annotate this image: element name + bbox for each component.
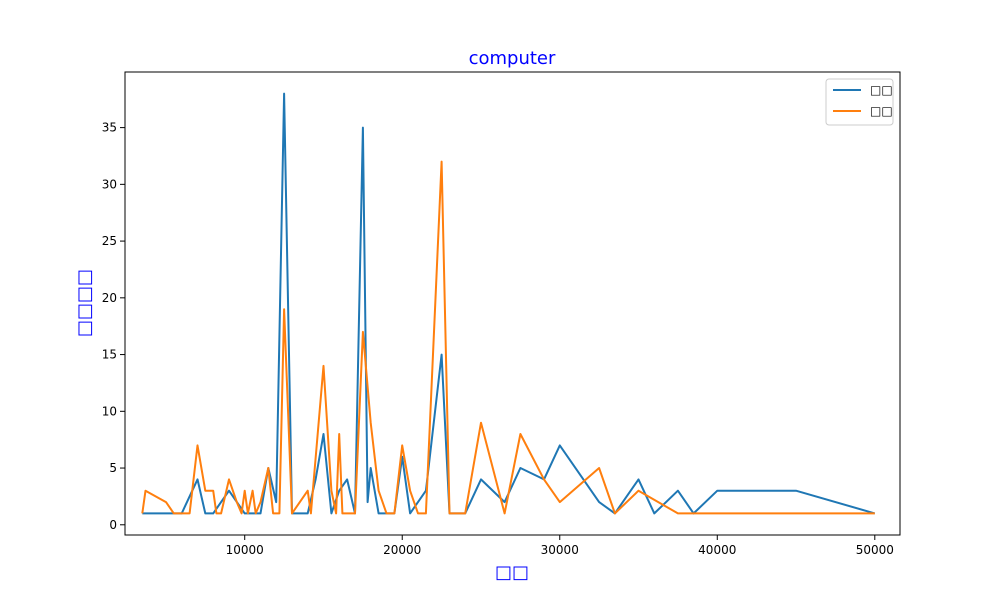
y-axis-label: □□□□ — [74, 269, 95, 337]
plot-frame — [124, 71, 901, 536]
legend-label-series-1: □□ — [870, 83, 893, 97]
x-tick-label: 10000 — [226, 543, 264, 557]
series-line-2 — [141, 160, 875, 515]
y-tick-label: 10 — [102, 404, 117, 418]
y-tick-label: 25 — [102, 234, 117, 248]
y-tick-label: 5 — [109, 461, 117, 475]
y-axis-ticks: 0 5 10 15 20 25 30 35 — [102, 121, 125, 532]
x-axis-label: □□ — [495, 562, 529, 583]
x-tick-label: 20000 — [383, 543, 421, 557]
x-tick-label: 50000 — [856, 543, 894, 557]
x-tick-label: 40000 — [698, 543, 736, 557]
y-tick-label: 0 — [109, 518, 117, 532]
y-tick-label: 30 — [102, 177, 117, 191]
y-tick-label: 20 — [102, 291, 117, 305]
chart-title: computer — [469, 48, 556, 69]
y-tick-label: 35 — [102, 121, 117, 135]
y-tick-label: 15 — [102, 348, 117, 362]
series-layer — [141, 92, 876, 515]
legend: □□ □□ — [825, 78, 894, 126]
legend-label-series-2: □□ — [870, 104, 893, 118]
x-axis-ticks: 10000 20000 30000 40000 50000 — [226, 535, 894, 557]
x-tick-label: 30000 — [541, 543, 579, 557]
series-line-1 — [142, 92, 876, 515]
